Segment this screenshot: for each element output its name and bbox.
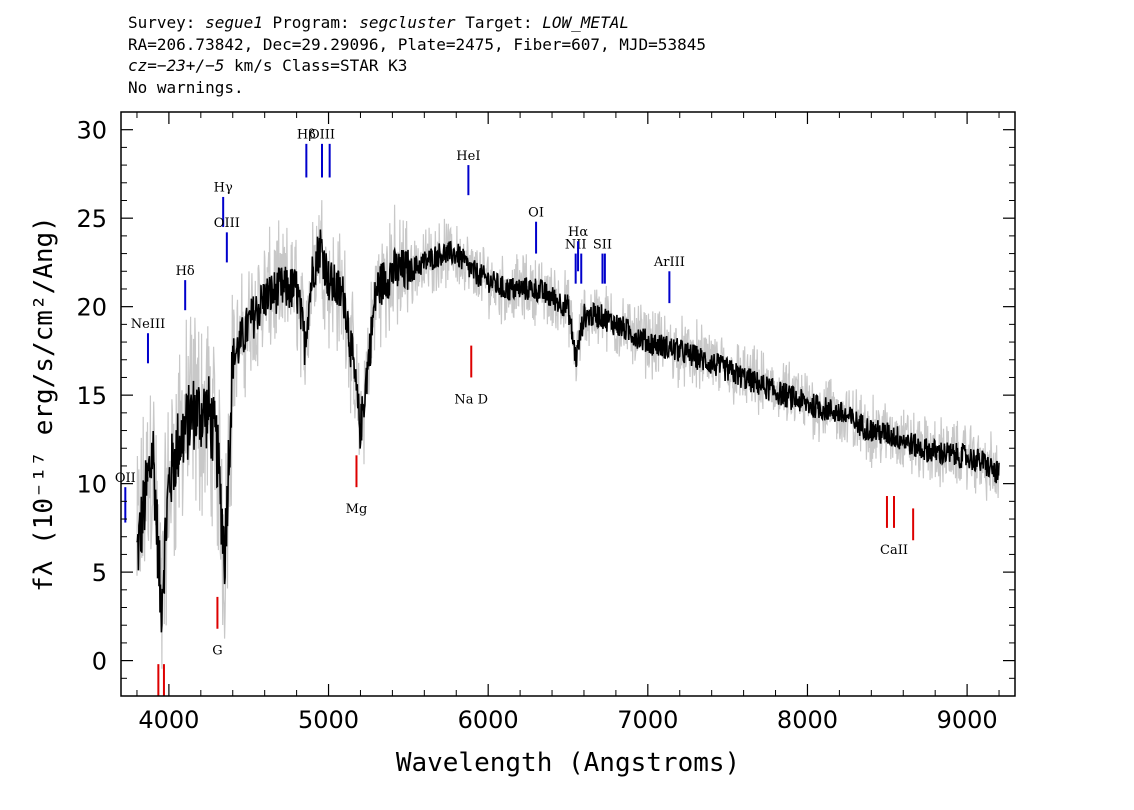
x-tick-label: 5000: [298, 706, 359, 734]
y-tick-label: 25: [76, 205, 107, 233]
class-text: km/s Class=STAR K3: [224, 56, 408, 75]
y-tick-label: 0: [92, 648, 107, 676]
absorption-line-label: Mg: [346, 502, 368, 517]
error-band-layer: [136, 200, 1000, 669]
emission-line-label: NeIII: [131, 317, 165, 332]
survey-label: Survey:: [128, 13, 196, 32]
absorption-line-label: CaII: [880, 543, 908, 558]
absorption-line-label: Na D: [454, 392, 488, 407]
x-tick-label: 8000: [777, 706, 838, 734]
spectrum-layer: [136, 229, 1000, 633]
y-tick-label: 30: [76, 117, 107, 145]
y-tick-label: 10: [76, 471, 107, 499]
emission-line-label: Hγ: [214, 181, 233, 196]
x-tick-label: 9000: [937, 706, 998, 734]
emission-line-label: HeI: [456, 149, 480, 164]
emission-line-label: Hα: [568, 225, 588, 240]
survey-value: segue1: [205, 13, 263, 32]
y-tick-label: 5: [92, 559, 107, 587]
header-line-2: RA=206.73842, Dec=29.29096, Plate=2475, …: [128, 34, 706, 54]
cz-label: cz=: [128, 56, 157, 75]
emission-line-label: Hβ: [297, 128, 316, 143]
x-tick-label: 7000: [617, 706, 678, 734]
y-tick-label: 15: [76, 382, 107, 410]
program-label: Program:: [272, 13, 350, 32]
spectrum-line: [136, 229, 1000, 633]
emission-line-label: OI: [528, 205, 544, 220]
target-value: LOW_METAL: [542, 13, 629, 32]
program-value: segcluster: [359, 13, 456, 32]
y-axis-label: fλ (10⁻¹⁷ erg/s/cm²/Ang): [29, 216, 59, 592]
cz-value: −23+/−5: [156, 56, 225, 75]
emission-line-label: NII: [565, 237, 587, 252]
header-line-3: cz=−23+/−5 km/s Class=STAR K3: [128, 55, 706, 77]
x-tick-label: 4000: [138, 706, 199, 734]
spectrum-header: Survey: segue1 Program: segcluster Targe…: [128, 12, 706, 98]
emission-line-label: OIII: [214, 216, 240, 231]
absorption-line-label: G: [212, 644, 222, 659]
header-line-1: Survey: segue1 Program: segcluster Targe…: [128, 12, 706, 34]
target-label: Target:: [465, 13, 533, 32]
plot-frame: [120, 111, 1016, 697]
x-axis-label: Wavelength (Angstroms): [396, 748, 740, 778]
emission-line-label: SII: [593, 237, 612, 252]
emission-line-label: ArIII: [653, 255, 685, 270]
emission-line-label: OII: [115, 471, 136, 486]
line-markers-layer: OIINeIIIHδHγOIIIHβOIIIHeIOINIIHαSIIArIII…: [115, 128, 915, 696]
emission-line-label: Hδ: [176, 264, 195, 279]
axes-layer: 4000 5000 6000 7000 8000 9000 0 5 10 15 20 25 30: [76, 111, 1015, 734]
emission-line-label: OIII: [309, 128, 335, 143]
error-band-line: [136, 200, 1000, 669]
y-tick-label: 20: [76, 294, 107, 322]
header-line-4: No warnings.: [128, 77, 244, 97]
x-tick-label: 6000: [458, 706, 519, 734]
